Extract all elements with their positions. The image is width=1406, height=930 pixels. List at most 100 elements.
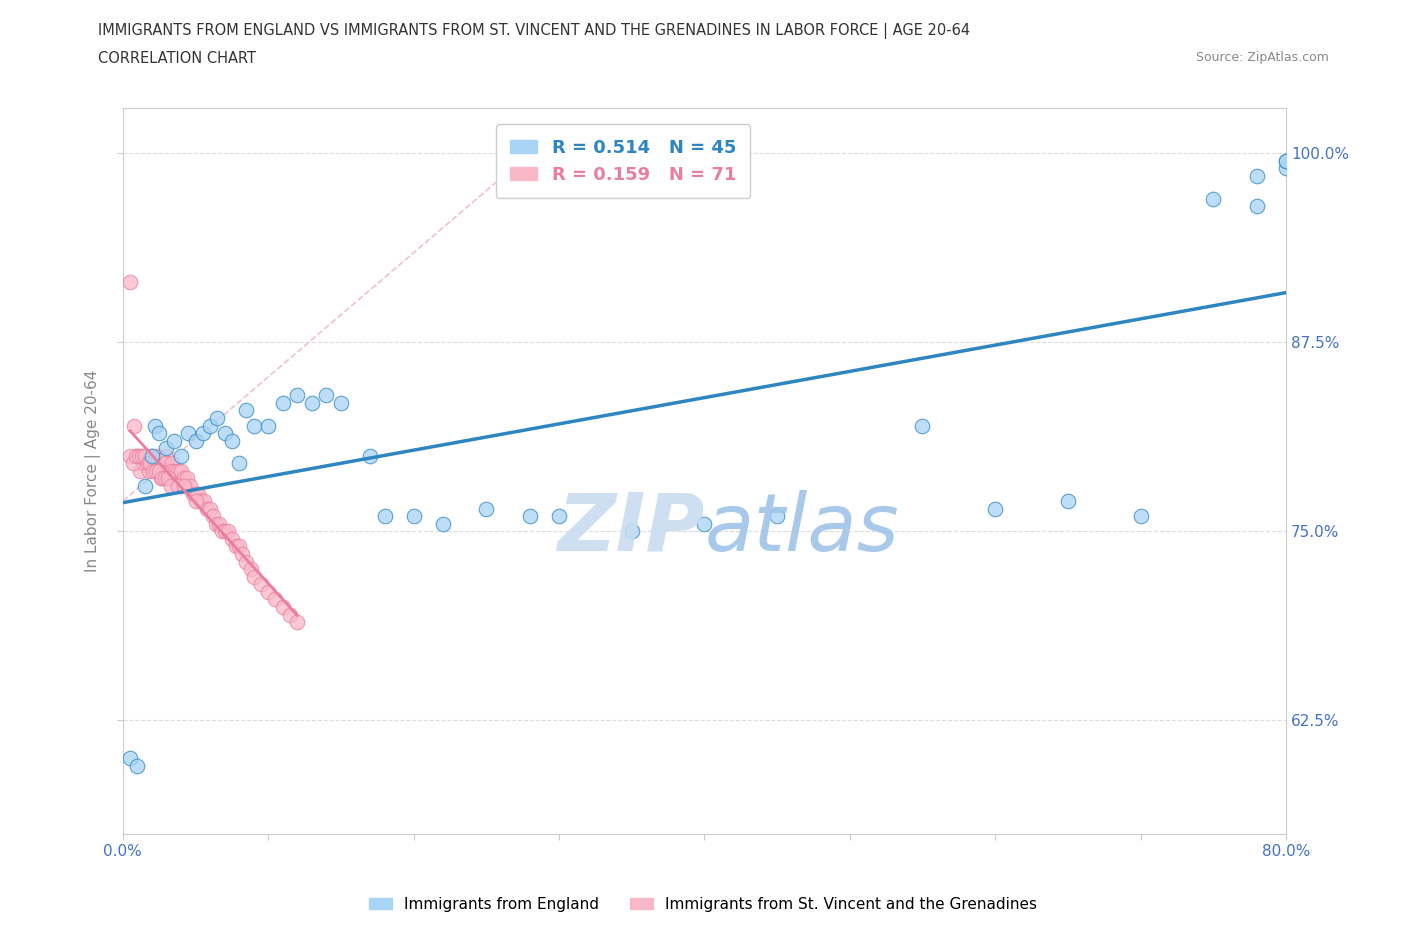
Point bbox=[278, 607, 301, 622]
Point bbox=[221, 433, 243, 448]
Point bbox=[143, 456, 166, 471]
Point bbox=[177, 426, 200, 441]
Point bbox=[1129, 509, 1152, 524]
Point bbox=[228, 456, 250, 471]
Point bbox=[120, 448, 142, 463]
Point bbox=[120, 751, 142, 765]
Point bbox=[402, 509, 425, 524]
Point bbox=[170, 448, 193, 463]
Point bbox=[221, 531, 243, 546]
Point bbox=[191, 426, 214, 441]
Point bbox=[163, 433, 186, 448]
Point bbox=[301, 395, 323, 410]
Point bbox=[139, 456, 162, 471]
Point bbox=[239, 562, 262, 577]
Point bbox=[231, 547, 253, 562]
Point bbox=[124, 418, 146, 433]
Point bbox=[143, 418, 166, 433]
Point bbox=[285, 615, 308, 630]
Point bbox=[242, 418, 264, 433]
Text: IMMIGRANTS FROM ENGLAND VS IMMIGRANTS FROM ST. VINCENT AND THE GRENADINES IN LAB: IMMIGRANTS FROM ENGLAND VS IMMIGRANTS FR… bbox=[98, 23, 970, 39]
Point bbox=[193, 494, 215, 509]
Point bbox=[162, 463, 184, 478]
Point bbox=[122, 456, 145, 471]
Point bbox=[190, 494, 212, 509]
Point bbox=[548, 509, 571, 524]
Point bbox=[620, 524, 643, 538]
Point bbox=[475, 501, 498, 516]
Y-axis label: In Labor Force | Age 20-64: In Labor Force | Age 20-64 bbox=[86, 370, 101, 572]
Point bbox=[155, 448, 177, 463]
Point bbox=[214, 426, 236, 441]
Point bbox=[225, 539, 247, 554]
Point bbox=[373, 509, 395, 524]
Point bbox=[257, 418, 280, 433]
Point bbox=[146, 463, 169, 478]
Point bbox=[198, 501, 221, 516]
Point bbox=[201, 509, 224, 524]
Point bbox=[271, 600, 294, 615]
Point bbox=[152, 463, 174, 478]
Point bbox=[146, 448, 169, 463]
Point bbox=[165, 463, 187, 478]
Point bbox=[184, 486, 207, 501]
Point bbox=[173, 471, 195, 485]
Point bbox=[167, 479, 190, 494]
Point bbox=[162, 456, 184, 471]
Point bbox=[159, 479, 181, 494]
Point bbox=[184, 433, 207, 448]
Point bbox=[142, 463, 165, 478]
Text: CORRELATION CHART: CORRELATION CHART bbox=[98, 51, 256, 66]
Point bbox=[198, 418, 221, 433]
Point bbox=[120, 274, 142, 289]
Legend: Immigrants from England, Immigrants from St. Vincent and the Grenadines: Immigrants from England, Immigrants from… bbox=[363, 891, 1043, 918]
Text: ZIP: ZIP bbox=[557, 490, 704, 568]
Point bbox=[145, 463, 167, 478]
Point bbox=[152, 456, 174, 471]
Point bbox=[217, 524, 239, 538]
Point bbox=[195, 501, 218, 516]
Point bbox=[149, 471, 172, 485]
Point bbox=[141, 448, 163, 463]
Point bbox=[208, 516, 231, 531]
Point bbox=[138, 463, 160, 478]
Point bbox=[156, 471, 179, 485]
Point bbox=[155, 441, 177, 456]
Point bbox=[155, 456, 177, 471]
Point bbox=[129, 463, 152, 478]
Point bbox=[176, 471, 198, 485]
Point bbox=[148, 426, 170, 441]
Point bbox=[136, 456, 159, 471]
Point bbox=[766, 509, 789, 524]
Point bbox=[235, 403, 257, 418]
Point bbox=[432, 516, 454, 531]
Point bbox=[693, 516, 716, 531]
Point bbox=[150, 471, 173, 485]
Point bbox=[257, 584, 280, 599]
Point bbox=[264, 592, 287, 607]
Point bbox=[1246, 168, 1268, 183]
Point bbox=[179, 479, 201, 494]
Point bbox=[149, 463, 172, 478]
Point bbox=[329, 395, 352, 410]
Point bbox=[127, 448, 149, 463]
Point bbox=[134, 448, 156, 463]
Point bbox=[242, 569, 264, 584]
Point bbox=[271, 395, 294, 410]
Point bbox=[1057, 494, 1080, 509]
Text: atlas: atlas bbox=[704, 490, 900, 568]
Point bbox=[1246, 199, 1268, 214]
Point bbox=[132, 456, 155, 471]
Point bbox=[207, 410, 229, 425]
Point bbox=[1202, 192, 1225, 206]
Point bbox=[170, 463, 193, 478]
Point bbox=[184, 494, 207, 509]
Legend: R = 0.514   N = 45, R = 0.159   N = 71: R = 0.514 N = 45, R = 0.159 N = 71 bbox=[495, 125, 751, 198]
Point bbox=[187, 486, 209, 501]
Point bbox=[911, 418, 934, 433]
Point bbox=[285, 388, 308, 403]
Point bbox=[214, 524, 236, 538]
Point bbox=[131, 448, 153, 463]
Point bbox=[135, 448, 157, 463]
Point bbox=[1275, 161, 1298, 176]
